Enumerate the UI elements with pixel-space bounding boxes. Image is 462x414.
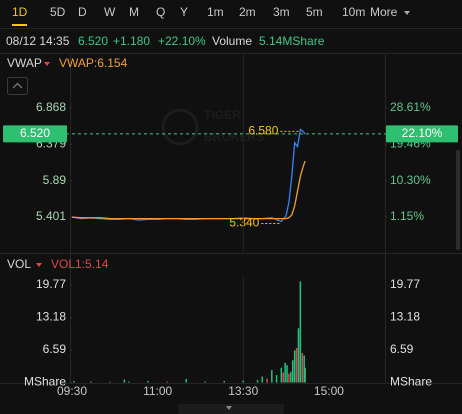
volume-bar [266,378,268,383]
volume-bar [185,379,187,383]
current-pct-badge [386,125,458,143]
y-tick-label: 13.18 [36,310,66,324]
current-price-badge [3,125,67,143]
y-tick-label: 5.401 [36,209,66,223]
volume-bar [288,373,290,383]
volume-bar [166,381,168,383]
volume-bar [301,352,304,383]
annotation-label: 6.580 [248,124,278,138]
tab[interactable]: 1D [12,5,28,19]
vwap-line [71,160,306,220]
y2-tick-label: 19.77 [390,277,420,291]
volume-bar [303,355,305,383]
x-tick-label: 13:30 [228,384,258,398]
volume-bar [271,370,273,383]
y2-tick-label: 6.59 [390,342,414,356]
watermark-text: BROKERS [204,130,264,144]
collapse-button[interactable] [7,77,28,95]
volume-bar [286,365,288,383]
scrollbar[interactable] [456,150,460,250]
y2-tick-label: 10.30% [390,173,431,187]
quote-change-pct: +22.10% [158,34,206,48]
quote-volume: 5.14MShare [259,34,325,48]
volume-bar [295,347,298,383]
volume-bar [280,367,283,383]
volume-bar [73,381,75,383]
scroll-handle-icon [226,406,232,410]
tab[interactable]: D [78,5,87,19]
indicator-caret [44,62,50,66]
volume-bar [242,380,245,383]
more-caret [404,11,410,15]
tab[interactable]: 5D [50,5,66,19]
volume-bar [293,350,296,383]
tab[interactable]: 10m [342,5,365,19]
annotation-label: 5.340 [229,216,259,230]
indicator-value: VOL1:5.14 [51,257,109,271]
collapse-icon [12,82,23,89]
y-tick-label: 6.59 [43,342,67,356]
volume-bar [204,381,206,383]
volume-bar [223,381,225,383]
y-tick-label: MShare [24,375,66,389]
watermark-text: TIGER [204,108,241,122]
y-tick-label: 5.89 [43,173,67,187]
tab[interactable]: Y [180,5,188,19]
x-tick-label: 15:00 [314,384,344,398]
tab[interactable]: Q [156,5,165,19]
quote-volume-label: Volume [212,34,252,48]
indicator-name: VOL [7,257,31,271]
volume-bar [304,367,306,383]
volume-bar [147,381,149,383]
indicator-caret [36,263,42,267]
y-tick-label: 6.868 [36,100,66,114]
volume-bar [90,381,92,383]
volume-bar [282,372,284,383]
y2-tick-label: MShare [390,375,432,389]
tab[interactable]: 1m [207,5,224,19]
x-tick-label: 09:30 [57,384,87,398]
scroll-handle[interactable] [178,404,284,414]
volume-bar [284,362,286,383]
tab[interactable]: More [370,5,398,19]
tab[interactable]: M [129,5,139,19]
tab[interactable]: 5m [306,5,323,19]
current-price-label: 6.520 [20,126,50,140]
y2-tick-label: 1.15% [390,209,424,223]
tab[interactable]: W [104,5,116,19]
tab[interactable]: 3m [273,5,290,19]
quote-time: 08/12 14:35 [6,34,70,48]
volume-bar [109,381,111,383]
active-tab-underline [12,24,27,26]
volume-bar [292,360,294,383]
indicator-name: VWAP [7,56,42,70]
volume-bar [275,375,278,383]
quote-change: +1.180 [113,34,150,48]
volume-bar [290,371,292,383]
y-tick-label: 19.77 [36,277,66,291]
y2-tick-label: 13.18 [390,310,420,324]
volume-bar [256,380,259,383]
volume-bar [299,281,302,383]
volume-bar [261,376,264,383]
volume-bar [128,381,130,383]
indicator-value: VWAP:6.154 [59,56,128,70]
current-pct-label: 22.10% [402,126,443,140]
y2-tick-label: 28.61% [390,100,431,114]
tab[interactable]: 2m [239,5,256,19]
x-tick-label: 11:00 [143,384,172,398]
volume-bar [297,328,300,383]
volume-bar [123,379,126,383]
quote-price: 6.520 [78,34,108,48]
watermark-logo [161,108,199,146]
